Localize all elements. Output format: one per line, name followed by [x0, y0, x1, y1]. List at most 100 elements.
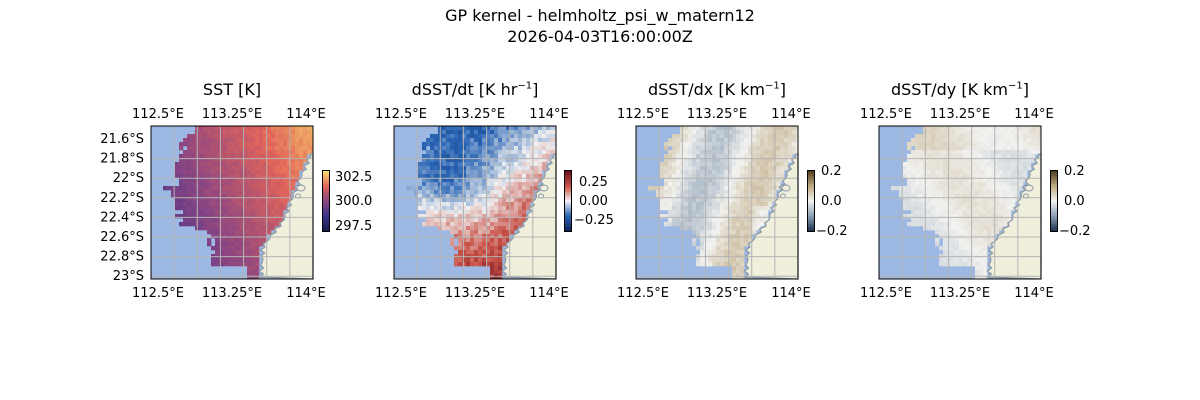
- data-cell: [263, 170, 268, 175]
- data-cell: [959, 258, 964, 263]
- data-cell: [263, 238, 268, 243]
- data-cell: [243, 210, 248, 215]
- data-cell: [660, 166, 665, 171]
- data-cell: [676, 134, 681, 139]
- data-cell: [1027, 146, 1032, 151]
- data-cell: [231, 194, 236, 199]
- data-cell: [947, 234, 952, 239]
- data-cell: [740, 186, 745, 191]
- data-cell: [498, 250, 503, 255]
- data-cell: [963, 170, 968, 175]
- data-cell: [708, 154, 713, 159]
- data-cell: [450, 142, 455, 147]
- data-cell: [688, 142, 693, 147]
- data-cell: [1023, 158, 1028, 163]
- data-cell: [502, 222, 507, 227]
- data-cell: [712, 202, 717, 207]
- data-cell: [919, 138, 924, 143]
- data-cell: [530, 182, 535, 187]
- data-cell: [975, 182, 980, 187]
- data-cell: [688, 150, 693, 155]
- data-cell: [251, 230, 256, 235]
- data-cell: [462, 134, 467, 139]
- data-cell: [1039, 142, 1042, 147]
- data-cell: [772, 190, 777, 195]
- data-cell: [454, 190, 459, 195]
- colorbar-segment: [1050, 174, 1058, 177]
- data-cell: [708, 262, 713, 267]
- data-cell: [764, 182, 769, 187]
- data-cell: [1003, 210, 1008, 215]
- colorbar-segment: [322, 192, 330, 195]
- data-cell: [506, 214, 511, 219]
- data-cell: [183, 190, 188, 195]
- data-cell: [462, 234, 467, 239]
- data-cell: [219, 126, 224, 131]
- data-cell: [458, 246, 463, 251]
- data-cell: [243, 158, 248, 163]
- data-cell: [935, 210, 940, 215]
- data-cell: [939, 198, 944, 203]
- data-cell: [1011, 194, 1016, 199]
- data-cell: [550, 126, 555, 131]
- data-cell: [700, 206, 705, 211]
- data-cell: [959, 218, 964, 223]
- data-cell: [259, 162, 264, 167]
- data-cell: [744, 234, 749, 239]
- data-cell: [756, 162, 761, 167]
- data-cell: [454, 170, 459, 175]
- data-cell: [971, 250, 976, 255]
- data-cell: [267, 162, 272, 167]
- data-cell: [955, 262, 960, 267]
- colorbar-segment: [322, 224, 330, 227]
- data-cell: [748, 226, 753, 231]
- data-cell: [692, 210, 697, 215]
- data-cell: [764, 142, 769, 147]
- data-cell: [995, 198, 1000, 203]
- data-cell: [967, 234, 972, 239]
- data-cell: [915, 190, 920, 195]
- data-cell: [971, 234, 976, 239]
- data-cell: [203, 218, 208, 223]
- data-cell: [903, 166, 908, 171]
- data-cell: [955, 174, 960, 179]
- data-cell: [756, 138, 761, 143]
- data-cell: [947, 178, 952, 183]
- data-cell: [307, 130, 312, 135]
- data-cell: [716, 210, 721, 215]
- data-cell: [203, 222, 208, 227]
- data-cell: [939, 234, 944, 239]
- data-cell: [203, 130, 208, 135]
- data-cell: [215, 182, 220, 187]
- data-cell: [724, 154, 729, 159]
- data-cell: [732, 162, 737, 167]
- data-cell: [546, 154, 551, 159]
- data-cell: [478, 202, 483, 207]
- data-cell: [235, 182, 240, 187]
- data-cell: [211, 194, 216, 199]
- data-cell: [935, 218, 940, 223]
- data-cell: [506, 134, 511, 139]
- data-cell: [227, 162, 232, 167]
- data-cell: [704, 194, 709, 199]
- data-cell: [712, 238, 717, 243]
- data-cell: [466, 166, 471, 171]
- data-cell: [458, 198, 463, 203]
- data-cell: [692, 146, 697, 151]
- data-cell: [979, 134, 984, 139]
- data-cell: [676, 198, 681, 203]
- data-cell: [243, 226, 248, 231]
- data-cell: [199, 162, 204, 167]
- data-cell: [991, 214, 996, 219]
- data-cell: [995, 174, 1000, 179]
- data-cell: [450, 210, 455, 215]
- data-cell: [796, 150, 799, 155]
- data-cell: [267, 126, 272, 131]
- data-cell: [275, 222, 280, 227]
- data-cell: [752, 214, 757, 219]
- data-cell: [991, 130, 996, 135]
- data-cell: [434, 170, 439, 175]
- data-cell: [207, 158, 212, 163]
- data-cell: [239, 238, 244, 243]
- data-cell: [283, 138, 288, 143]
